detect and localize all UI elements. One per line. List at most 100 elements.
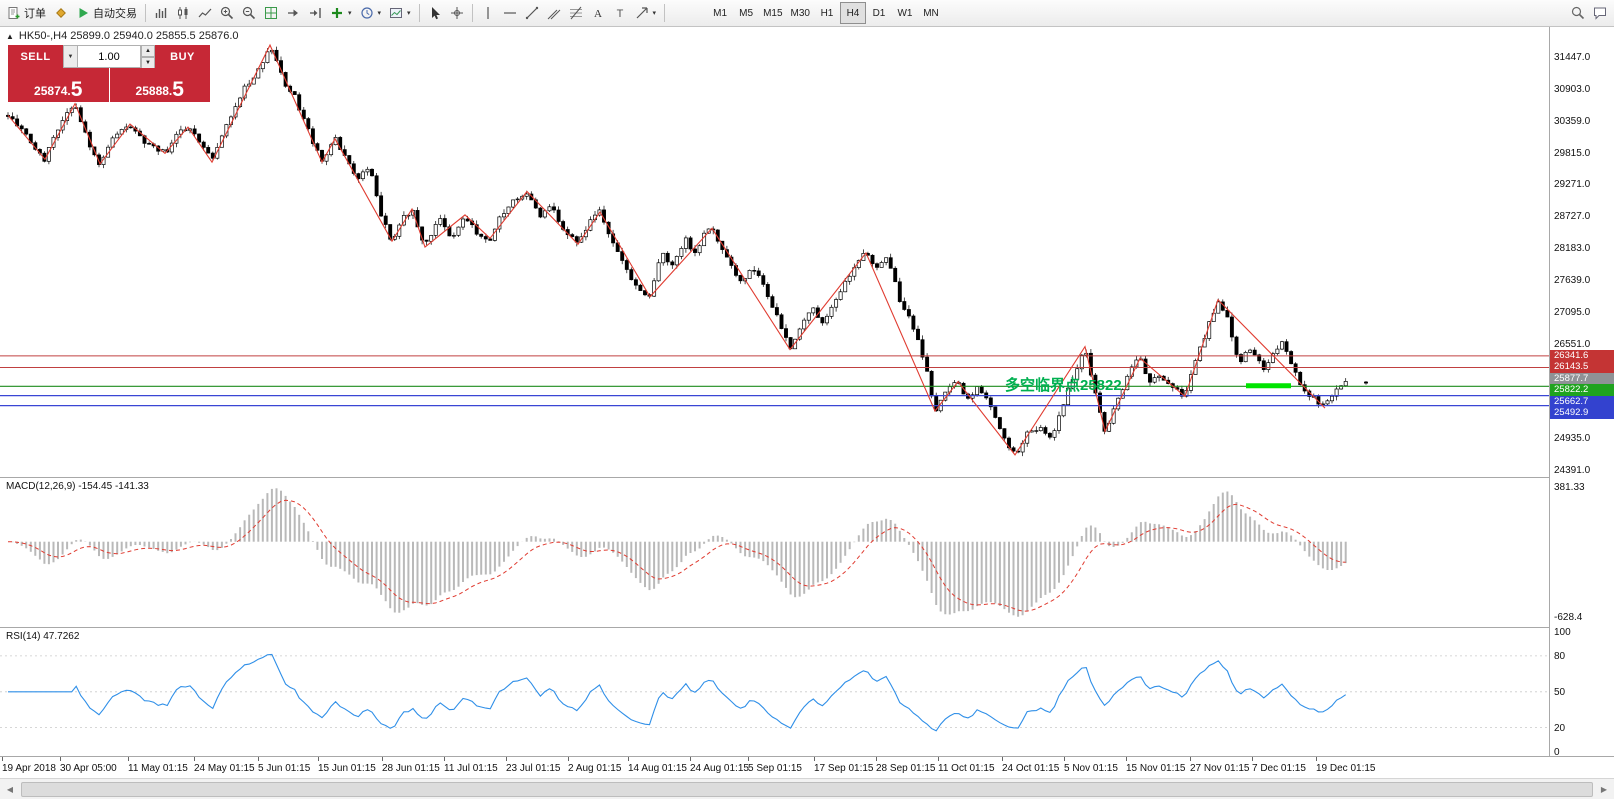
search-icon: [1571, 6, 1585, 20]
text-label-icon: T: [616, 8, 623, 20]
panel-divider[interactable]: [0, 627, 1614, 628]
macd-panel-canvas[interactable]: [0, 478, 1549, 627]
price-tag: 25822.2: [1550, 384, 1614, 396]
price-tag: 25877.7: [1550, 373, 1614, 385]
timeframe-button-H4[interactable]: H4: [839, 2, 866, 24]
scroll-left-button[interactable]: ◀: [6, 784, 14, 794]
trendline-button[interactable]: [521, 2, 543, 24]
price-axis-label: 30359.0: [1554, 116, 1591, 127]
indicators-button[interactable]: ▾: [326, 2, 356, 24]
template-image-icon: [390, 8, 403, 18]
chat-button[interactable]: [1589, 2, 1611, 24]
time-axis-label: 28 Jun 01:15: [382, 763, 440, 774]
rsi-axis-label: 80: [1554, 651, 1566, 662]
stepper-up-icon[interactable]: ▲: [141, 45, 155, 57]
time-axis-tick: [876, 757, 877, 761]
crosshair-button[interactable]: [446, 2, 468, 24]
shift-chart-button[interactable]: [304, 2, 326, 24]
volume-input[interactable]: [78, 45, 141, 68]
toolbar-right-group: [1567, 2, 1611, 24]
new-order-icon: [8, 7, 20, 19]
label-button[interactable]: T: [609, 2, 631, 24]
time-axis-label: 5 Nov 01:15: [1064, 763, 1118, 774]
zoom-out-button[interactable]: [238, 2, 260, 24]
sell-price-display[interactable]: 25874. 5: [8, 68, 109, 102]
timeframe-button-H1[interactable]: H1: [814, 2, 840, 24]
gold-button[interactable]: [50, 2, 72, 24]
volume-dropdown-button[interactable]: ▼: [63, 45, 78, 68]
price-axis[interactable]: 31447.0 30903.0 30359.0 29815.0 29271.0 28727…: [1550, 27, 1614, 758]
time-axis-tick: [748, 757, 749, 761]
rsi-axis-label: 20: [1554, 723, 1566, 734]
price-axis-label: 28183.0: [1554, 243, 1591, 254]
price-tag: 25492.9: [1550, 407, 1614, 419]
time-axis-label: 24 Aug 01:15: [690, 763, 749, 774]
fibonacci-button[interactable]: [565, 2, 587, 24]
buy-button[interactable]: BUY: [155, 45, 210, 68]
time-axis-tick: [1316, 757, 1317, 761]
cursor-arrow-icon: [431, 7, 440, 20]
gold-diamond-icon: [56, 8, 66, 18]
chart-text-annotation[interactable]: 多空临界点25822: [1005, 377, 1122, 394]
periods-button[interactable]: ▾: [356, 2, 386, 24]
sell-price-big-digit: 5: [70, 78, 83, 101]
timeframe-button-MN[interactable]: MN: [918, 2, 944, 24]
time-axis-label: 28 Sep 01:15: [876, 763, 936, 774]
collapse-trade-panel-button[interactable]: ▲: [6, 31, 14, 41]
time-axis[interactable]: 19 Apr 2018 30 Apr 05:00 11 May 01:15 24 Ma…: [0, 756, 1614, 778]
auto-scroll-icon: [288, 9, 298, 17]
channel-button[interactable]: [543, 2, 565, 24]
chevron-down-icon: ▾: [377, 10, 382, 17]
chart-bars-button[interactable]: [150, 2, 172, 24]
timeframe-button-D1[interactable]: D1: [866, 2, 892, 24]
rsi-panel-canvas[interactable]: [0, 628, 1549, 756]
time-axis-tick: [628, 757, 629, 761]
buy-price-display[interactable]: 25888. 5: [109, 68, 210, 102]
time-axis-tick: [1126, 757, 1127, 761]
sell-button[interactable]: SELL: [8, 45, 63, 68]
clock-icon: [360, 7, 373, 19]
vertical-line-button[interactable]: [477, 2, 499, 24]
equidistant-channel-icon: [547, 9, 560, 20]
cursor-button[interactable]: [424, 2, 446, 24]
panel-divider[interactable]: [0, 477, 1614, 478]
main-chart-canvas[interactable]: [0, 27, 1549, 477]
template-button[interactable]: ▾: [385, 2, 415, 24]
horizontal-line-button[interactable]: [499, 2, 521, 24]
tile-windows-button[interactable]: [260, 2, 282, 24]
time-axis-tick: [194, 757, 195, 761]
price-tag: 26143.5: [1550, 361, 1614, 373]
scrollbar-thumb[interactable]: [21, 781, 1593, 797]
arrow-objects-button[interactable]: ▾: [631, 2, 661, 24]
timeframe-button-M1[interactable]: M1: [707, 2, 733, 24]
timeframe-button-M30[interactable]: M30: [787, 2, 814, 24]
price-axis-label: 24391.0: [1554, 465, 1591, 476]
macd-axis-min-label: -628.4: [1554, 612, 1583, 623]
chart-window: 31447.0 30903.0 30359.0 29815.0 29271.0 28727…: [0, 27, 1614, 799]
new-order-button[interactable]: 订单: [3, 2, 50, 24]
time-axis-tick: [1190, 757, 1191, 761]
text-icon: A: [594, 8, 602, 20]
time-axis-label: 5 Jun 01:15: [258, 763, 311, 774]
chart-candles-button[interactable]: [172, 2, 194, 24]
text-button[interactable]: A: [587, 2, 609, 24]
auto-scroll-button[interactable]: [282, 2, 304, 24]
algo-trading-button[interactable]: 自动交易: [72, 2, 141, 24]
chart-line-button[interactable]: [194, 2, 216, 24]
zoom-out-icon: [242, 6, 256, 20]
rsi-axis-label: 100: [1554, 627, 1571, 638]
timeframe-button-W1[interactable]: W1: [892, 2, 918, 24]
time-axis-label: 11 May 01:15: [128, 763, 188, 774]
price-tag: 25662.7: [1550, 396, 1614, 408]
search-button[interactable]: [1567, 2, 1589, 24]
algo-trading-label: 自动交易: [93, 8, 137, 20]
scroll-right-button[interactable]: ▶: [1600, 784, 1608, 794]
chevron-down-icon: ▾: [407, 10, 411, 17]
sell-price-main: 25874.: [34, 84, 71, 98]
horizontal-scrollbar[interactable]: ◀ ▶: [0, 778, 1614, 799]
timeframe-button-M15[interactable]: M15: [759, 2, 786, 24]
timeframe-button-M5[interactable]: M5: [733, 2, 759, 24]
time-axis-tick: [382, 757, 383, 761]
time-axis-tick: [1064, 757, 1065, 761]
zoom-in-button[interactable]: [216, 2, 238, 24]
